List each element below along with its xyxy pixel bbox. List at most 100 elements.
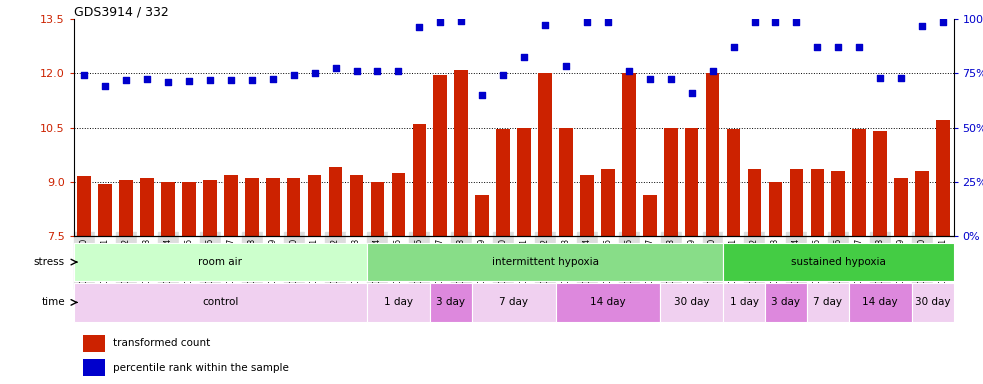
Bar [517, 128, 531, 236]
Text: 14 day: 14 day [590, 297, 626, 308]
Point [747, 19, 763, 25]
Bar [266, 178, 279, 236]
Text: sustained hypoxia: sustained hypoxia [791, 257, 886, 267]
Bar [350, 175, 364, 236]
Bar [98, 184, 112, 236]
Point [558, 63, 574, 69]
Point [181, 78, 197, 84]
Text: time: time [41, 297, 65, 308]
Point [537, 22, 552, 28]
Bar [726, 129, 740, 236]
Bar [78, 177, 91, 236]
Point [349, 68, 365, 74]
Bar [559, 128, 573, 236]
Text: room air: room air [199, 257, 243, 267]
Text: 14 day: 14 day [862, 297, 898, 308]
Point [77, 72, 92, 78]
Bar [74, 283, 367, 322]
Bar [706, 73, 720, 236]
Point [872, 75, 888, 81]
Bar [643, 195, 657, 236]
Bar [661, 283, 723, 322]
Bar [811, 169, 824, 236]
Bar [664, 128, 677, 236]
Text: 30 day: 30 day [915, 297, 951, 308]
Bar [852, 129, 866, 236]
Bar [367, 283, 430, 322]
Bar [895, 178, 908, 236]
Point [579, 19, 595, 25]
Point [809, 44, 825, 50]
Bar [182, 182, 196, 236]
Bar [723, 243, 954, 281]
Bar [119, 180, 133, 236]
Bar [74, 243, 367, 281]
Point [244, 77, 260, 83]
Point [894, 75, 909, 81]
Bar [496, 129, 510, 236]
Point [370, 68, 385, 74]
Point [140, 76, 155, 82]
Bar [765, 283, 807, 322]
Text: stress: stress [33, 257, 65, 267]
Bar [848, 283, 911, 322]
Text: 1 day: 1 day [384, 297, 413, 308]
Point [202, 77, 218, 83]
Text: 30 day: 30 day [674, 297, 710, 308]
Text: GDS3914 / 332: GDS3914 / 332 [74, 5, 168, 18]
Bar [622, 73, 636, 236]
Point [307, 70, 322, 76]
Point [390, 68, 406, 74]
Point [663, 76, 678, 82]
Bar [203, 180, 216, 236]
Bar [832, 171, 845, 236]
Bar [413, 124, 427, 236]
Point [327, 65, 343, 71]
Bar [915, 171, 929, 236]
Point [118, 77, 134, 83]
Point [621, 68, 637, 74]
Point [286, 71, 302, 78]
Bar [685, 128, 699, 236]
Bar [391, 173, 405, 236]
Bar [472, 283, 555, 322]
Bar [555, 283, 661, 322]
Bar [161, 182, 175, 236]
Point [516, 54, 532, 60]
Bar [141, 178, 154, 236]
Point [851, 44, 867, 50]
Point [705, 68, 721, 74]
Text: 7 day: 7 day [813, 297, 842, 308]
Bar [83, 335, 104, 352]
Point [223, 77, 239, 83]
Bar [367, 243, 723, 281]
Bar [873, 131, 887, 236]
Text: 3 day: 3 day [772, 297, 800, 308]
Bar [224, 175, 238, 236]
Point [600, 19, 615, 25]
Point [495, 72, 511, 78]
Text: control: control [202, 297, 239, 308]
Text: intermittent hypoxia: intermittent hypoxia [492, 257, 599, 267]
Point [475, 92, 491, 98]
Point [684, 90, 700, 96]
Point [788, 19, 804, 25]
Point [935, 19, 951, 25]
Point [412, 24, 428, 30]
Point [768, 19, 783, 25]
Bar [539, 73, 551, 236]
Point [642, 76, 658, 82]
Bar [371, 182, 384, 236]
Bar [748, 169, 761, 236]
Text: percentile rank within the sample: percentile rank within the sample [113, 363, 289, 373]
Bar [807, 283, 848, 322]
Bar [789, 169, 803, 236]
Bar [83, 359, 104, 376]
Bar [434, 75, 447, 236]
Text: 7 day: 7 day [499, 297, 528, 308]
Point [725, 44, 741, 50]
Bar [308, 175, 321, 236]
Bar [454, 70, 468, 236]
Bar [430, 283, 472, 322]
Bar [476, 195, 489, 236]
